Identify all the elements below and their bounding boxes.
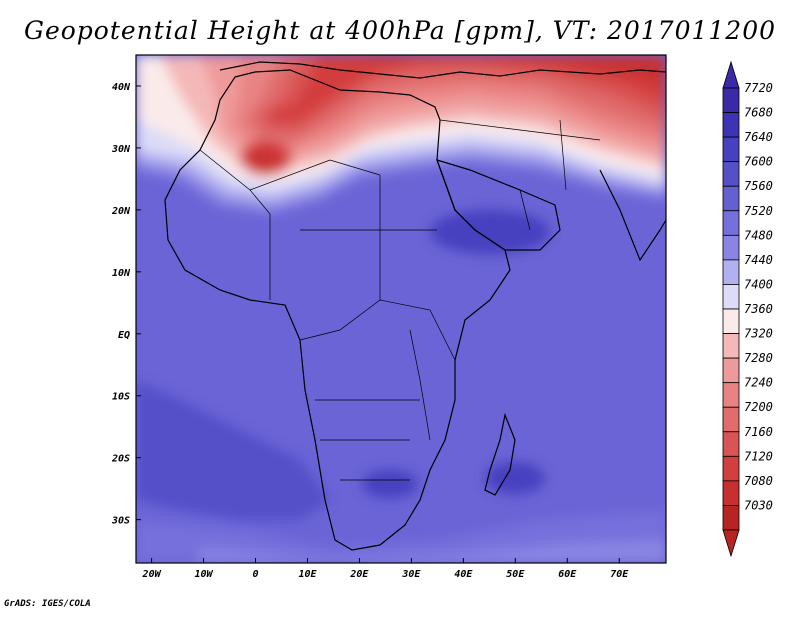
longitude-axis: 20W 10W 0 10E 20E 30E 40E 50E 60E 70E: [142, 558, 629, 580]
high-namibia: [362, 470, 418, 498]
high-arabia: [430, 210, 550, 254]
lat-tick-label: 30N: [111, 144, 131, 155]
high-madagascar: [485, 462, 545, 494]
colorbar-swatch: [722, 136, 740, 163]
colorbar-label: 7640: [744, 130, 773, 144]
lat-tick-label: 10N: [112, 268, 131, 279]
colorbar-swatch: [722, 234, 740, 261]
colorbar-swatch: [722, 406, 740, 433]
lon-tick-label: 50E: [506, 569, 525, 580]
madagascar-outline: [484, 412, 516, 496]
colorbar-label: 7560: [744, 179, 773, 193]
colorbar-swatch: [722, 284, 740, 310]
colorbar-label: 7720: [744, 81, 773, 95]
lon-tick-label: 30E: [401, 569, 421, 580]
lon-tick-label: 10E: [298, 569, 317, 580]
colorbar-label: 7280: [744, 351, 773, 365]
colorbar-swatch: [722, 455, 740, 482]
lat-tick-label: 20N: [111, 206, 131, 217]
plot-frame: [135, 54, 667, 564]
colorbar-top-arrow: [722, 60, 740, 89]
latitude-axis: 40N 30N 20N 10N EQ 10S 20S 30S: [111, 82, 141, 527]
lat-tick-label: 40N: [112, 82, 131, 93]
band-7080: [340, 55, 666, 86]
lon-tick-label: 0: [252, 569, 258, 580]
africa-outline: [164, 69, 511, 551]
india-coast: [599, 169, 666, 262]
arabia-outline: [436, 159, 561, 251]
colorbar-swatch: [722, 333, 740, 359]
colorbar-swatch: [722, 210, 740, 236]
colorbar-swatch: [722, 382, 740, 408]
colorbar: 7720 7680 7640 7600 7560 7520 7480 7440 7400 7360…: [722, 60, 773, 558]
paler-south: [200, 540, 666, 563]
colorbar-swatch: [722, 431, 740, 457]
lon-tick-label: 20E: [349, 569, 369, 580]
colorbar-label: 7360: [744, 302, 773, 316]
colorbar-label: 7480: [744, 228, 773, 242]
colorbar-label: 7030: [744, 498, 773, 512]
colorbar-swatch: [722, 112, 740, 138]
colorbar-label: 7200: [744, 400, 773, 414]
colorbar-swatch: [722, 161, 740, 187]
colorbar-swatch: [722, 87, 740, 113]
colorbar-swatch: [722, 357, 740, 384]
colorbar-swatch: [722, 185, 740, 212]
colorbar-swatch: [722, 480, 740, 506]
colorbar-label: 7520: [744, 204, 773, 218]
colorbar-label: 7080: [744, 474, 773, 488]
colorbar-swatch: [722, 308, 740, 334]
lat-tick-label: 20S: [111, 454, 130, 465]
colorbar-label: 7440: [744, 253, 773, 267]
lon-tick-label: 60E: [558, 569, 577, 580]
colorbar-label: 7400: [744, 277, 773, 291]
coastlines: [164, 61, 666, 551]
credit-text: GrADS: IGES/COLA: [4, 599, 91, 609]
height-field: [136, 55, 666, 563]
lon-tick-label: 40E: [454, 569, 473, 580]
lat-tick-label: 10S: [112, 392, 130, 403]
low-sahara-core: [250, 149, 278, 167]
lat-tick-label: EQ: [118, 330, 130, 341]
colorbar-label: 7240: [744, 376, 773, 390]
colorbar-label: 7320: [744, 327, 773, 341]
europe-coast: [219, 61, 666, 79]
map-title: Geopotential Height at 400hPa [gpm], VT:…: [23, 16, 777, 45]
colorbar-label: 7120: [744, 449, 773, 463]
colorbar-label: 7600: [744, 155, 773, 169]
colorbar-swatch: [722, 259, 740, 285]
country-borders: [199, 119, 601, 481]
colorbar-label: 7680: [744, 106, 773, 120]
lon-tick-label: 70E: [610, 569, 629, 580]
colorbar-swatch: [722, 505, 740, 531]
colorbar-label: 7160: [744, 425, 773, 439]
lon-tick-label: 10W: [195, 569, 214, 580]
colorbar-bottom-arrow: [722, 529, 740, 558]
lon-tick-label: 20W: [142, 569, 162, 580]
lat-tick-label: 30S: [111, 516, 130, 527]
light-south-atlantic: [136, 380, 330, 520]
